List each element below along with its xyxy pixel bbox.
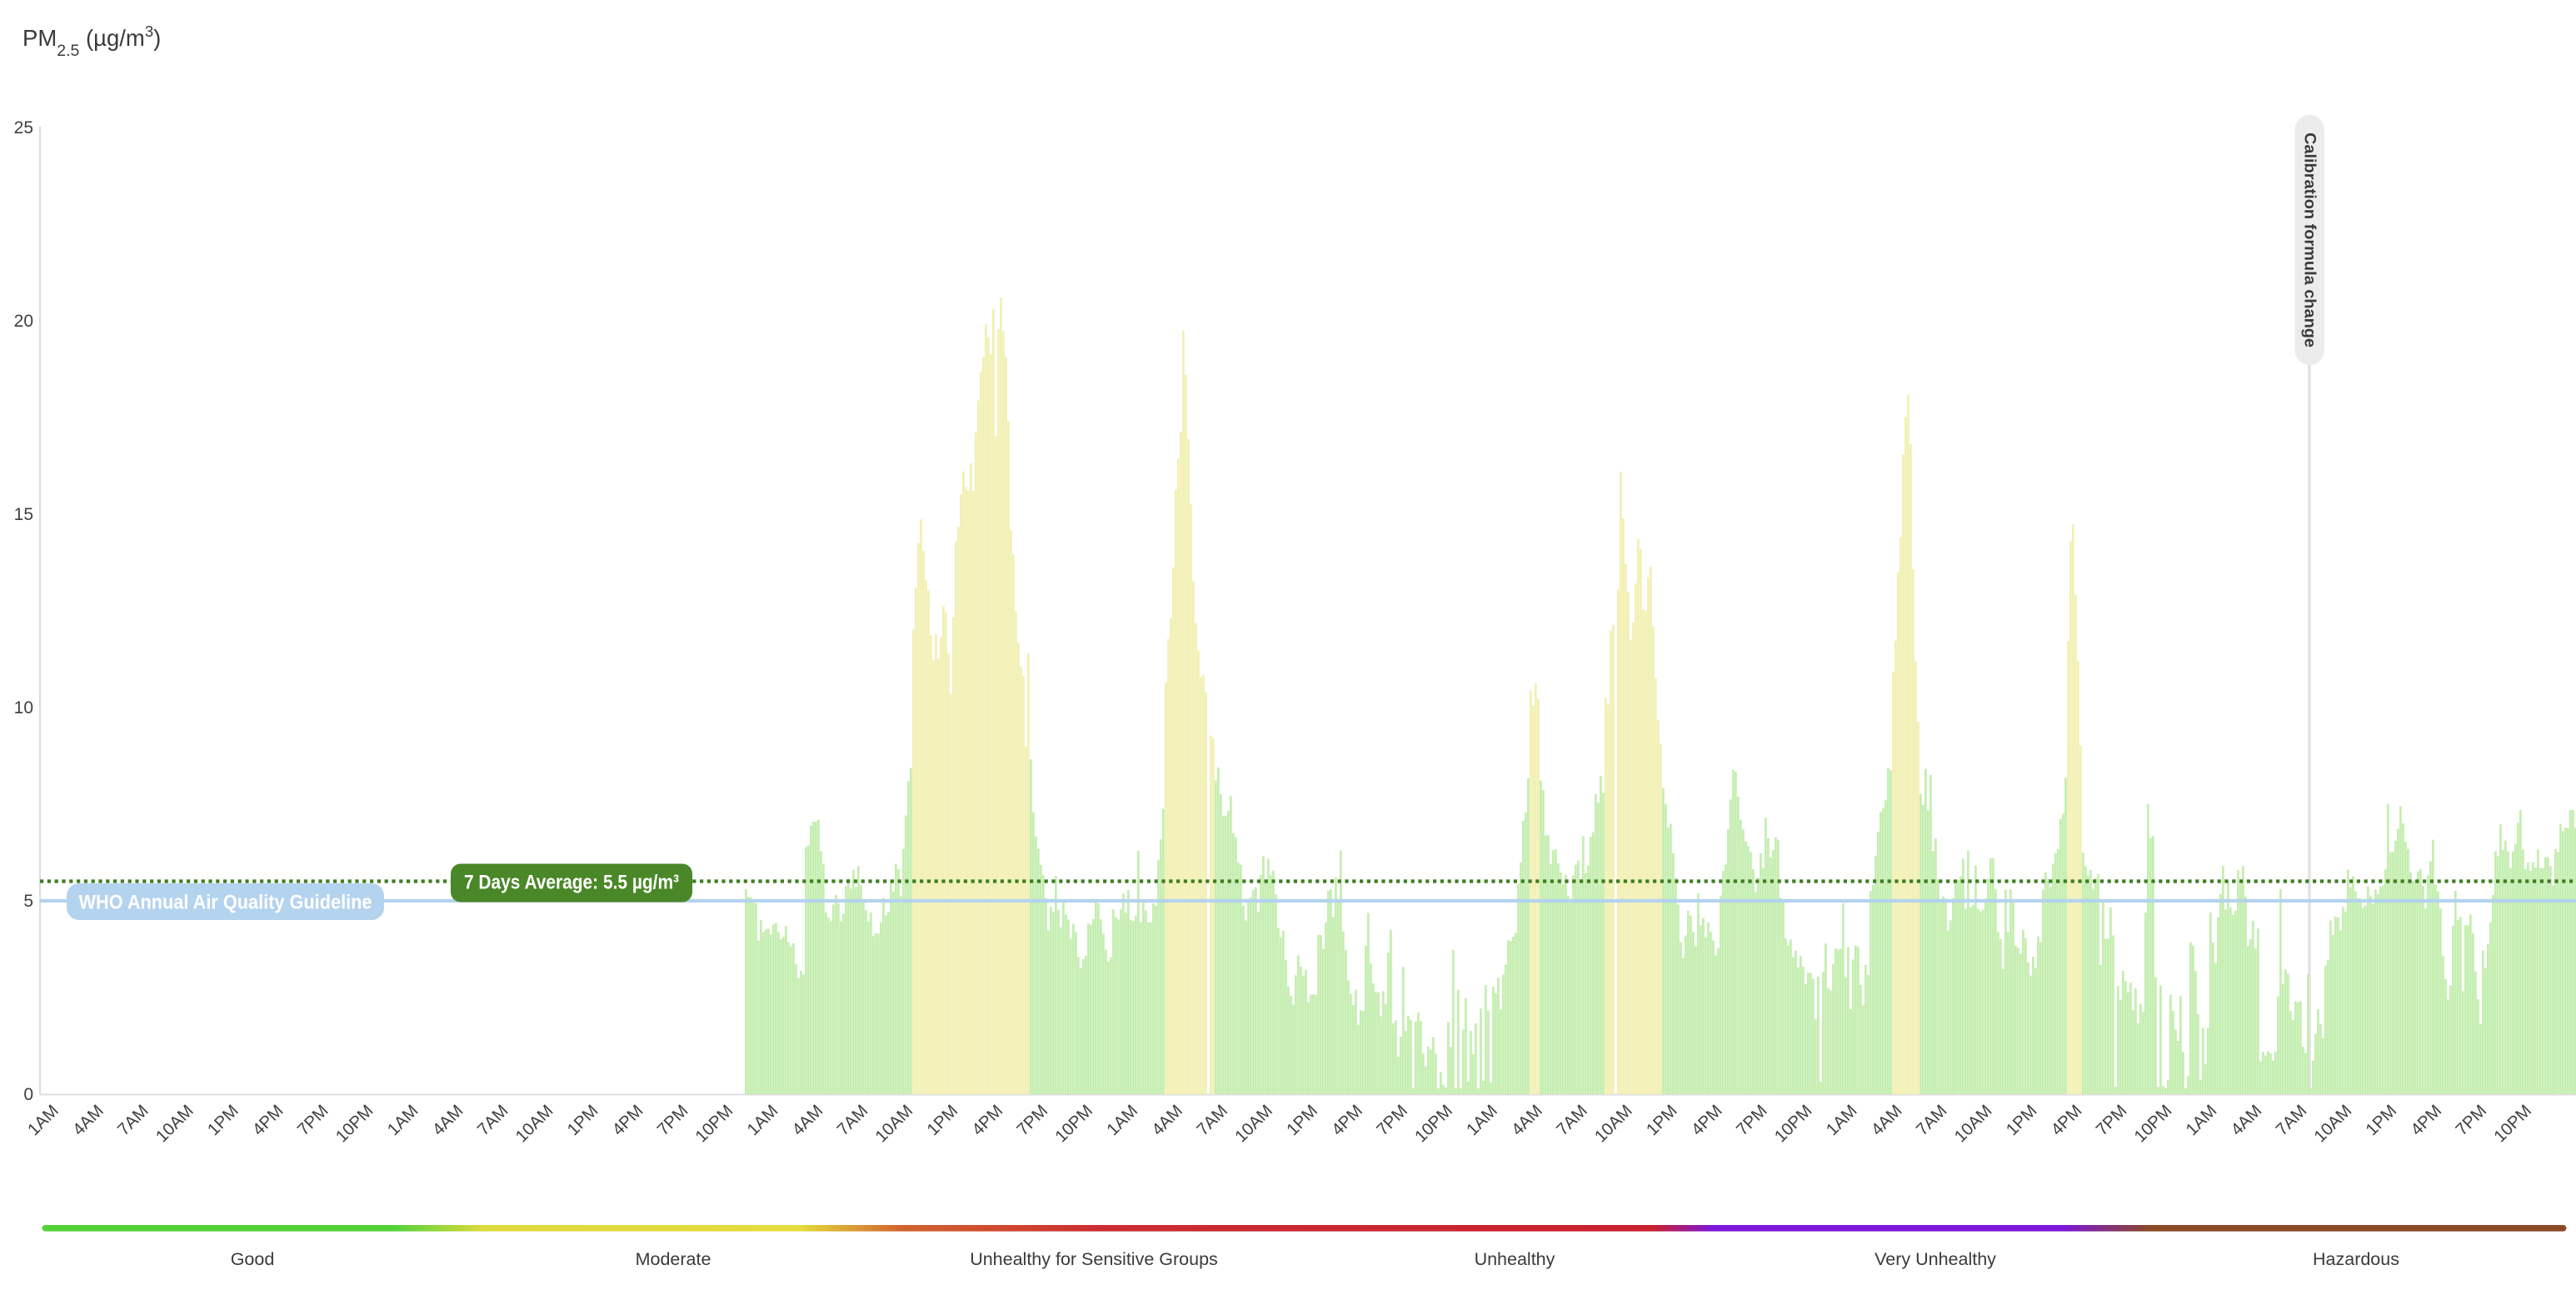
svg-text:Unhealthy: Unhealthy <box>1475 1249 1555 1269</box>
svg-text:Hazardous: Hazardous <box>2313 1249 2399 1269</box>
svg-text:20: 20 <box>14 312 33 331</box>
svg-text:25: 25 <box>14 118 33 138</box>
svg-text:15: 15 <box>14 505 33 524</box>
svg-text:7 Days Average: 5.5 µg/m³: 7 Days Average: 5.5 µg/m³ <box>464 872 679 894</box>
svg-text:Good: Good <box>231 1249 275 1269</box>
svg-text:5: 5 <box>23 892 33 911</box>
svg-text:Very Unhealthy: Very Unhealthy <box>1875 1249 1996 1269</box>
svg-text:Unhealthy for Sensitive Groups: Unhealthy for Sensitive Groups <box>970 1249 1218 1269</box>
svg-text:Calibration formula change: Calibration formula change <box>2301 132 2319 348</box>
svg-text:10: 10 <box>14 698 33 718</box>
svg-text:WHO Annual Air Quality Guideli: WHO Annual Air Quality Guideline <box>79 892 372 914</box>
svg-text:0: 0 <box>23 1085 33 1104</box>
svg-text:Moderate: Moderate <box>636 1249 711 1269</box>
